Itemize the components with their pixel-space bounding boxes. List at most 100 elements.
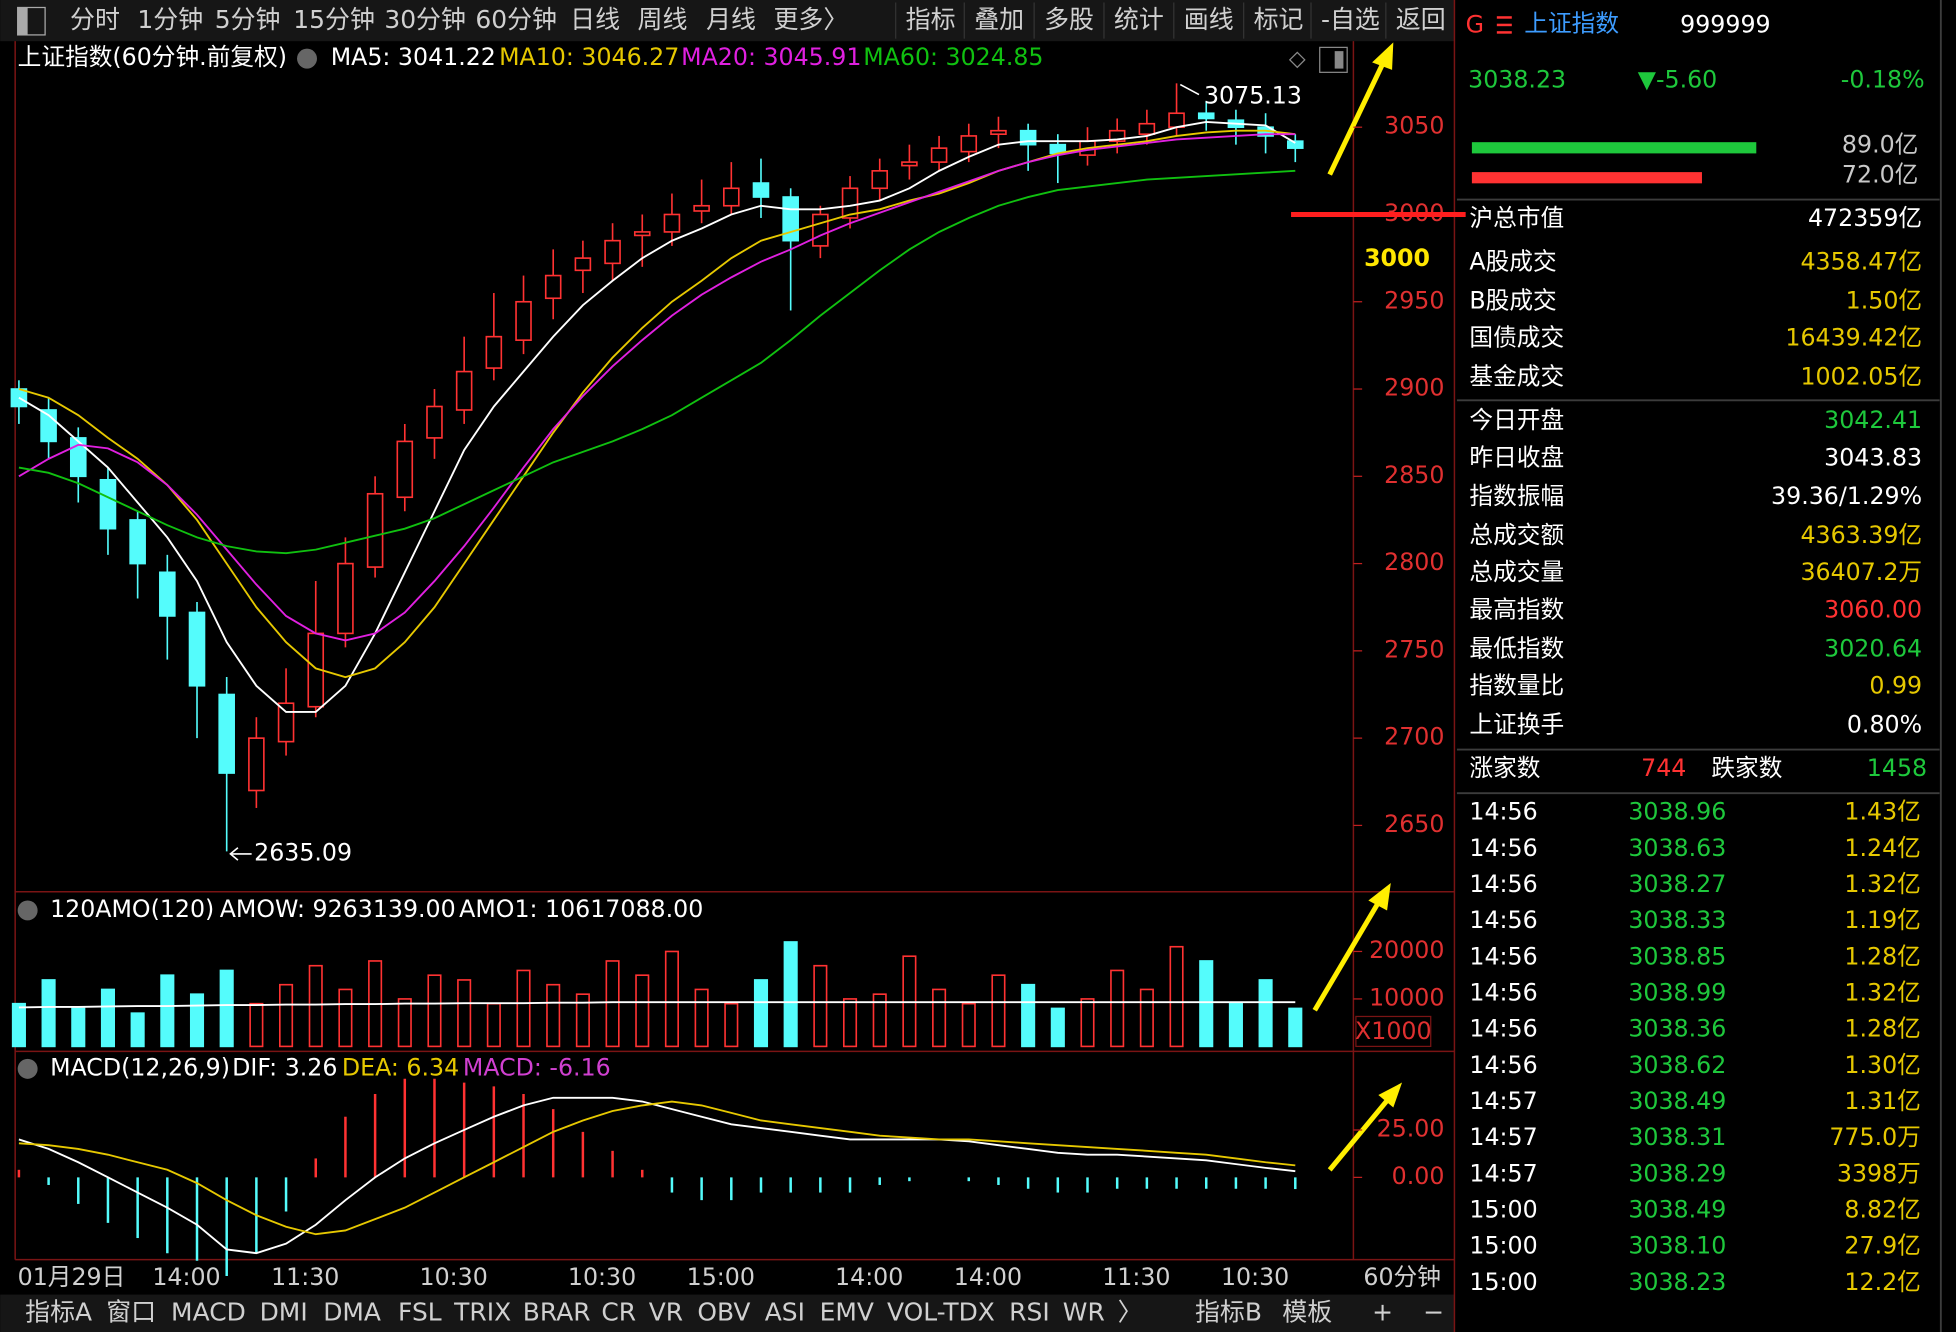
period-label: 60分钟: [1363, 1263, 1441, 1291]
indicator-tab[interactable]: VOL-TDX: [887, 1297, 995, 1326]
candle-body: [248, 737, 265, 792]
volume-bar: [1228, 1002, 1243, 1048]
indicator-tab[interactable]: MACD: [171, 1297, 246, 1326]
trade-price: 3038.27: [1628, 870, 1726, 898]
indicator-tab[interactable]: RSI: [1009, 1297, 1050, 1326]
toolbar-button[interactable]: 叠加: [974, 5, 1024, 34]
toolbar-tab[interactable]: 1分钟: [137, 5, 203, 34]
indicator-tab[interactable]: 窗口: [106, 1297, 156, 1326]
arrowhead: [1372, 42, 1394, 70]
stat-label: 今日开盘: [1469, 406, 1564, 434]
series-line: [18, 169, 1296, 555]
y-tick-label: 2800: [1384, 548, 1444, 576]
candle-body: [515, 300, 532, 341]
toolbar-tab[interactable]: 更多〉: [773, 5, 848, 34]
arrowhead: [1378, 1082, 1403, 1108]
flow-label: 72.0亿: [1842, 160, 1918, 188]
indicator-button[interactable]: 指标B: [1195, 1297, 1262, 1326]
x-tick-label: 11:30: [1102, 1263, 1170, 1291]
toolbar-button[interactable]: 画线: [1184, 5, 1234, 34]
indicator-tab[interactable]: WR: [1063, 1297, 1105, 1326]
volume-bar: [338, 988, 353, 1048]
legend-icon[interactable]: [1319, 46, 1348, 73]
flow-bar: [1471, 172, 1702, 184]
toolbar-button[interactable]: 返回: [1396, 5, 1446, 34]
volume-bar: [219, 969, 234, 1048]
toolbar-button[interactable]: 标记: [1254, 5, 1304, 34]
legend-entry: 上证指数(60分钟.前复权): [18, 43, 287, 71]
y-tick-label: 2650: [1384, 810, 1444, 838]
trade-volume: 1.28亿: [1844, 942, 1920, 970]
legend-toggle[interactable]: [17, 900, 38, 921]
legend-entry: 120AMO(120): [50, 895, 214, 923]
stat-value: 39.36/1.29%: [1771, 482, 1922, 510]
legend-toggle[interactable]: [297, 48, 317, 69]
indicator-button[interactable]: −: [1423, 1297, 1444, 1326]
toolbar-tab[interactable]: 周线: [638, 5, 688, 34]
series-line: [18, 121, 1296, 713]
legend-entry: MA20: 3045.91: [681, 43, 861, 71]
indicator-tab[interactable]: DMA: [323, 1297, 381, 1326]
toolbar-tab[interactable]: 30分钟: [384, 5, 466, 34]
indicator-tab[interactable]: 指标A: [25, 1297, 92, 1326]
x-tick-label: 10:30: [420, 1263, 488, 1291]
x-tick-label: 14:00: [152, 1263, 220, 1291]
series-line: [18, 129, 1296, 679]
indicator-button[interactable]: 模板: [1282, 1297, 1332, 1326]
toolbar-button[interactable]: -自选: [1321, 5, 1380, 34]
candle-body: [366, 492, 384, 568]
indicator-tab[interactable]: VR: [649, 1297, 683, 1326]
x-tick-label: 01月29日: [18, 1263, 126, 1291]
y-tick-label: 2700: [1384, 723, 1444, 751]
volume-bar: [41, 979, 56, 1048]
candle-body: [752, 182, 770, 198]
indicator-tab[interactable]: ASI: [765, 1297, 805, 1326]
indicator-tab[interactable]: DMI: [260, 1297, 308, 1326]
trade-time: 14:56: [1469, 798, 1537, 826]
toolbar-tab[interactable]: 日线: [570, 5, 620, 34]
series-line: [18, 1001, 1296, 1009]
toolbar-button[interactable]: 多股: [1044, 5, 1094, 34]
volume-bar: [902, 955, 917, 1048]
trade-time: 14:56: [1469, 979, 1537, 1007]
top-toolbar: [0, 0, 1455, 42]
candle-body: [485, 335, 503, 369]
toolbar-button[interactable]: 统计: [1114, 5, 1164, 34]
trade-volume: 1.19亿: [1844, 906, 1920, 934]
candle-body: [633, 231, 651, 237]
indicator-tab[interactable]: TRIX: [453, 1297, 511, 1326]
indicator-tab[interactable]: 〉: [1118, 1297, 1143, 1326]
indicator-tab[interactable]: OBV: [697, 1297, 750, 1326]
indicator-tab[interactable]: CR: [601, 1297, 636, 1326]
trade-time: 14:56: [1469, 1015, 1537, 1043]
indicator-button[interactable]: +: [1372, 1297, 1393, 1326]
indicator-tab[interactable]: BRAR: [523, 1297, 591, 1326]
toolbar-tab[interactable]: 5分钟: [215, 5, 281, 34]
y-tick-label: 0.00: [1392, 1162, 1445, 1190]
volume-bar: [932, 988, 947, 1048]
stat-value: 1002.05亿: [1800, 362, 1922, 390]
toolbar-tab[interactable]: 分时: [70, 5, 120, 34]
stat-label: 最高指数: [1469, 596, 1564, 624]
toolbar-button[interactable]: 指标: [906, 5, 956, 34]
candle-body: [1197, 112, 1215, 120]
toolbar-tab[interactable]: 月线: [706, 5, 756, 34]
candle-body: [604, 239, 621, 265]
y-tick-label: 2900: [1384, 374, 1444, 402]
index-name: 上证指数: [1524, 9, 1619, 37]
menu-icon[interactable]: [1496, 16, 1512, 34]
trade-price: 3038.62: [1628, 1051, 1726, 1079]
candle-body: [69, 437, 87, 478]
legend-icon[interactable]: [1288, 51, 1306, 69]
breadth-value: 1458: [1867, 754, 1927, 782]
volume-bar: [546, 983, 561, 1048]
stat-label: 基金成交: [1469, 362, 1564, 390]
toolbar-tab[interactable]: 60分钟: [475, 5, 557, 34]
candle-body: [901, 161, 918, 167]
legend-toggle[interactable]: [17, 1058, 38, 1079]
indicator-tab[interactable]: FSL: [398, 1297, 442, 1326]
stat-value: 3042.41: [1824, 406, 1922, 434]
candle-body: [841, 187, 859, 219]
indicator-tab[interactable]: EMV: [820, 1297, 874, 1326]
toolbar-tab[interactable]: 15分钟: [293, 5, 375, 34]
